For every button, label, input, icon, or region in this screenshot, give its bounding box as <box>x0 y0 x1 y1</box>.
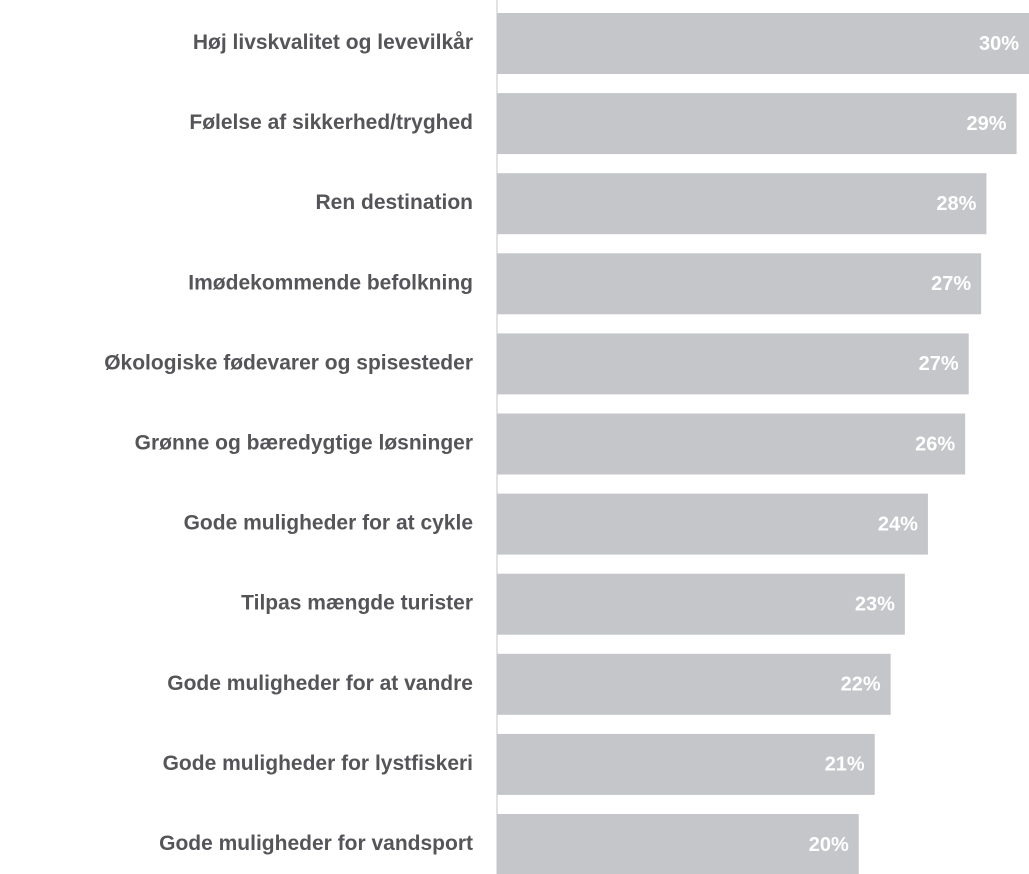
value-label: 22% <box>841 674 881 696</box>
category-label: Ren destination <box>315 191 473 214</box>
value-label: 26% <box>915 433 955 455</box>
bar <box>497 653 891 715</box>
value-label: 28% <box>936 193 976 215</box>
value-label: 27% <box>931 273 971 295</box>
bar <box>497 13 1029 74</box>
category-label: Følelse af sikkerhed/tryghed <box>189 111 473 134</box>
value-label: 21% <box>825 754 865 776</box>
category-label: Gode muligheder for at cykle <box>184 512 473 535</box>
bar <box>497 493 928 555</box>
value-label: 20% <box>809 834 849 856</box>
value-label: 30% <box>979 33 1019 55</box>
value-label: 23% <box>855 593 895 615</box>
category-label: Tilpas mængde turister <box>241 592 473 615</box>
bar <box>497 814 859 874</box>
category-label: Høj livskvalitet og levevilkår <box>193 31 473 54</box>
value-label: 24% <box>878 513 918 535</box>
category-label: Gode muligheder for at vandre <box>167 672 473 695</box>
category-label: Økologiske fødevarer og spisesteder <box>104 351 473 374</box>
value-label: 29% <box>967 113 1007 135</box>
bar <box>497 173 987 235</box>
category-label: Gode muligheder for vandsport <box>159 832 473 855</box>
bar <box>497 93 1017 155</box>
category-label: Gode muligheder for lystfiskeri <box>163 752 473 775</box>
category-label: Grønne og bæredygtige løsninger <box>135 432 473 455</box>
bar <box>497 333 969 395</box>
bar <box>497 733 875 795</box>
value-label: 27% <box>919 353 959 375</box>
bar <box>497 413 966 475</box>
bar <box>497 253 982 315</box>
category-label: Imødekommende befolkning <box>188 271 473 294</box>
bar <box>497 573 905 635</box>
